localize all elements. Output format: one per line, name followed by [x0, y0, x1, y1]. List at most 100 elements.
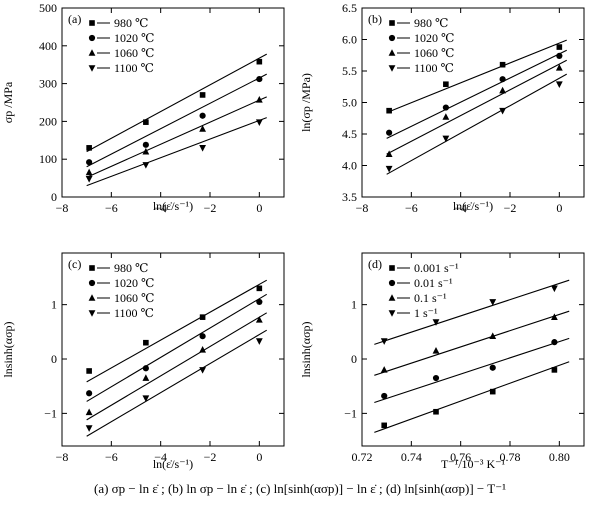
chart-panel-4: 0.72 0.74 0.76 0.78 0.80 −1 0 1 (d) T⁻¹/10⁻³ K⁻¹ l…: [299, 252, 585, 471]
plot-frame: [61, 7, 285, 198]
data-point: [551, 339, 558, 346]
fit-line: [86, 293, 268, 402]
x-tick-label: 0.74: [401, 450, 422, 464]
data-point: [489, 388, 496, 395]
fit-line: [86, 279, 268, 383]
series-4: [85, 329, 268, 437]
series-1: [86, 53, 267, 153]
legend-label: 1020 ℃: [414, 31, 454, 45]
x-tick-label: −8: [356, 201, 369, 215]
legend-marker: [88, 294, 96, 301]
legend-marker: [88, 49, 96, 56]
data-point: [385, 150, 393, 157]
fit-line: [374, 310, 570, 376]
series-1: [386, 39, 567, 114]
x-axis-label: ln(ε̇/s⁻¹): [153, 457, 193, 471]
x-tick-label: 0.76: [450, 450, 471, 464]
x-tick-label: −2: [204, 450, 217, 464]
series-3: [85, 312, 268, 421]
series-2: [86, 293, 268, 402]
legend-label: 980 ℃: [414, 16, 448, 30]
legend-marker: [89, 20, 95, 26]
fit-line: [386, 59, 567, 155]
plot-frame: [361, 7, 585, 198]
panel-label: (d): [368, 257, 382, 271]
data-point: [499, 107, 506, 115]
legend-marker: [389, 20, 395, 26]
y-tick-label: 300: [39, 77, 57, 91]
legend-marker: [89, 265, 95, 271]
data-point: [442, 135, 450, 143]
series-2: [86, 73, 267, 168]
data-point: [255, 119, 263, 126]
data-point: [255, 96, 263, 103]
legend-marker: [388, 65, 396, 72]
data-point: [555, 64, 563, 71]
legend-label: 1100 ℃: [114, 61, 154, 75]
data-point: [86, 390, 93, 397]
data-point: [142, 162, 150, 169]
y-tick-label: 0: [351, 352, 357, 366]
x-tick-label: −4: [154, 450, 167, 464]
y-axis-label: ln(σp /MPa): [299, 73, 313, 132]
data-point: [432, 374, 440, 382]
data-point: [86, 368, 92, 374]
x-axis-label: ln(ε̇/s⁻¹): [153, 199, 193, 213]
data-point: [199, 345, 206, 353]
data-point: [86, 159, 93, 166]
y-axis-label: lnsinh(ασp): [1, 321, 15, 377]
data-point: [85, 408, 93, 416]
y-tick-label: 0: [51, 352, 57, 366]
legend-marker: [88, 65, 96, 72]
y-axis-label: lnsinh(ασp): [299, 321, 313, 377]
legend-label: 1020 ℃: [114, 31, 154, 45]
data-point: [381, 422, 387, 429]
fit-line: [386, 73, 568, 175]
chart-panel-1: −8 −6 −4 −2 0 0 100 200 300 400 500 (a) ln(ε̇/s⁻¹) σp…: [1, 1, 285, 215]
legend-marker: [388, 49, 396, 56]
data-point: [86, 145, 92, 151]
series-3: [85, 96, 267, 178]
fit-line: [386, 39, 567, 114]
data-point: [143, 339, 149, 346]
legend-marker: [388, 34, 396, 42]
data-point: [432, 319, 440, 326]
data-point: [85, 425, 93, 432]
legend-marker: [388, 279, 396, 287]
data-point: [381, 392, 388, 400]
legend-label: 1060 ℃: [114, 46, 154, 60]
series-2: [374, 337, 570, 404]
fit-line: [86, 312, 268, 421]
data-point: [386, 107, 392, 114]
data-point: [199, 314, 206, 320]
y-tick-label: 400: [39, 39, 57, 53]
data-point: [380, 338, 388, 345]
legend-label: 0.1 s⁻¹: [414, 291, 447, 305]
data-point: [143, 119, 149, 125]
data-point: [199, 333, 206, 340]
data-point: [256, 298, 263, 306]
x-tick-label: −8: [56, 450, 69, 464]
x-axis-label: ln(ε̇/s⁻¹): [453, 199, 493, 213]
series-4: [85, 117, 267, 187]
x-tick-label: 0.80: [549, 450, 570, 464]
data-point: [433, 408, 439, 415]
legend-marker: [388, 310, 396, 317]
data-point: [442, 104, 449, 111]
x-tick-label: 0: [556, 201, 562, 215]
chart-panel-2: −8 −6 −4 −2 0 3.5 4.0 4.5 5.0 5.5 6.0 6.5 (b) ln(ε̇/s…: [299, 1, 585, 215]
series-4: [385, 73, 568, 175]
y-tick-label: −1: [44, 406, 57, 420]
y-tick-label: 1: [51, 298, 57, 312]
x-tick-label: −4: [454, 201, 467, 215]
y-tick-label: 5.5: [342, 64, 357, 78]
panel-label: (c): [68, 257, 81, 271]
x-tick-label: −2: [204, 201, 217, 215]
legend-marker: [389, 265, 395, 271]
data-point: [142, 365, 149, 372]
y-tick-label: 4.5: [342, 127, 357, 141]
data-point: [142, 141, 149, 148]
y-tick-label: 500: [39, 1, 57, 15]
series-4: [374, 279, 570, 345]
